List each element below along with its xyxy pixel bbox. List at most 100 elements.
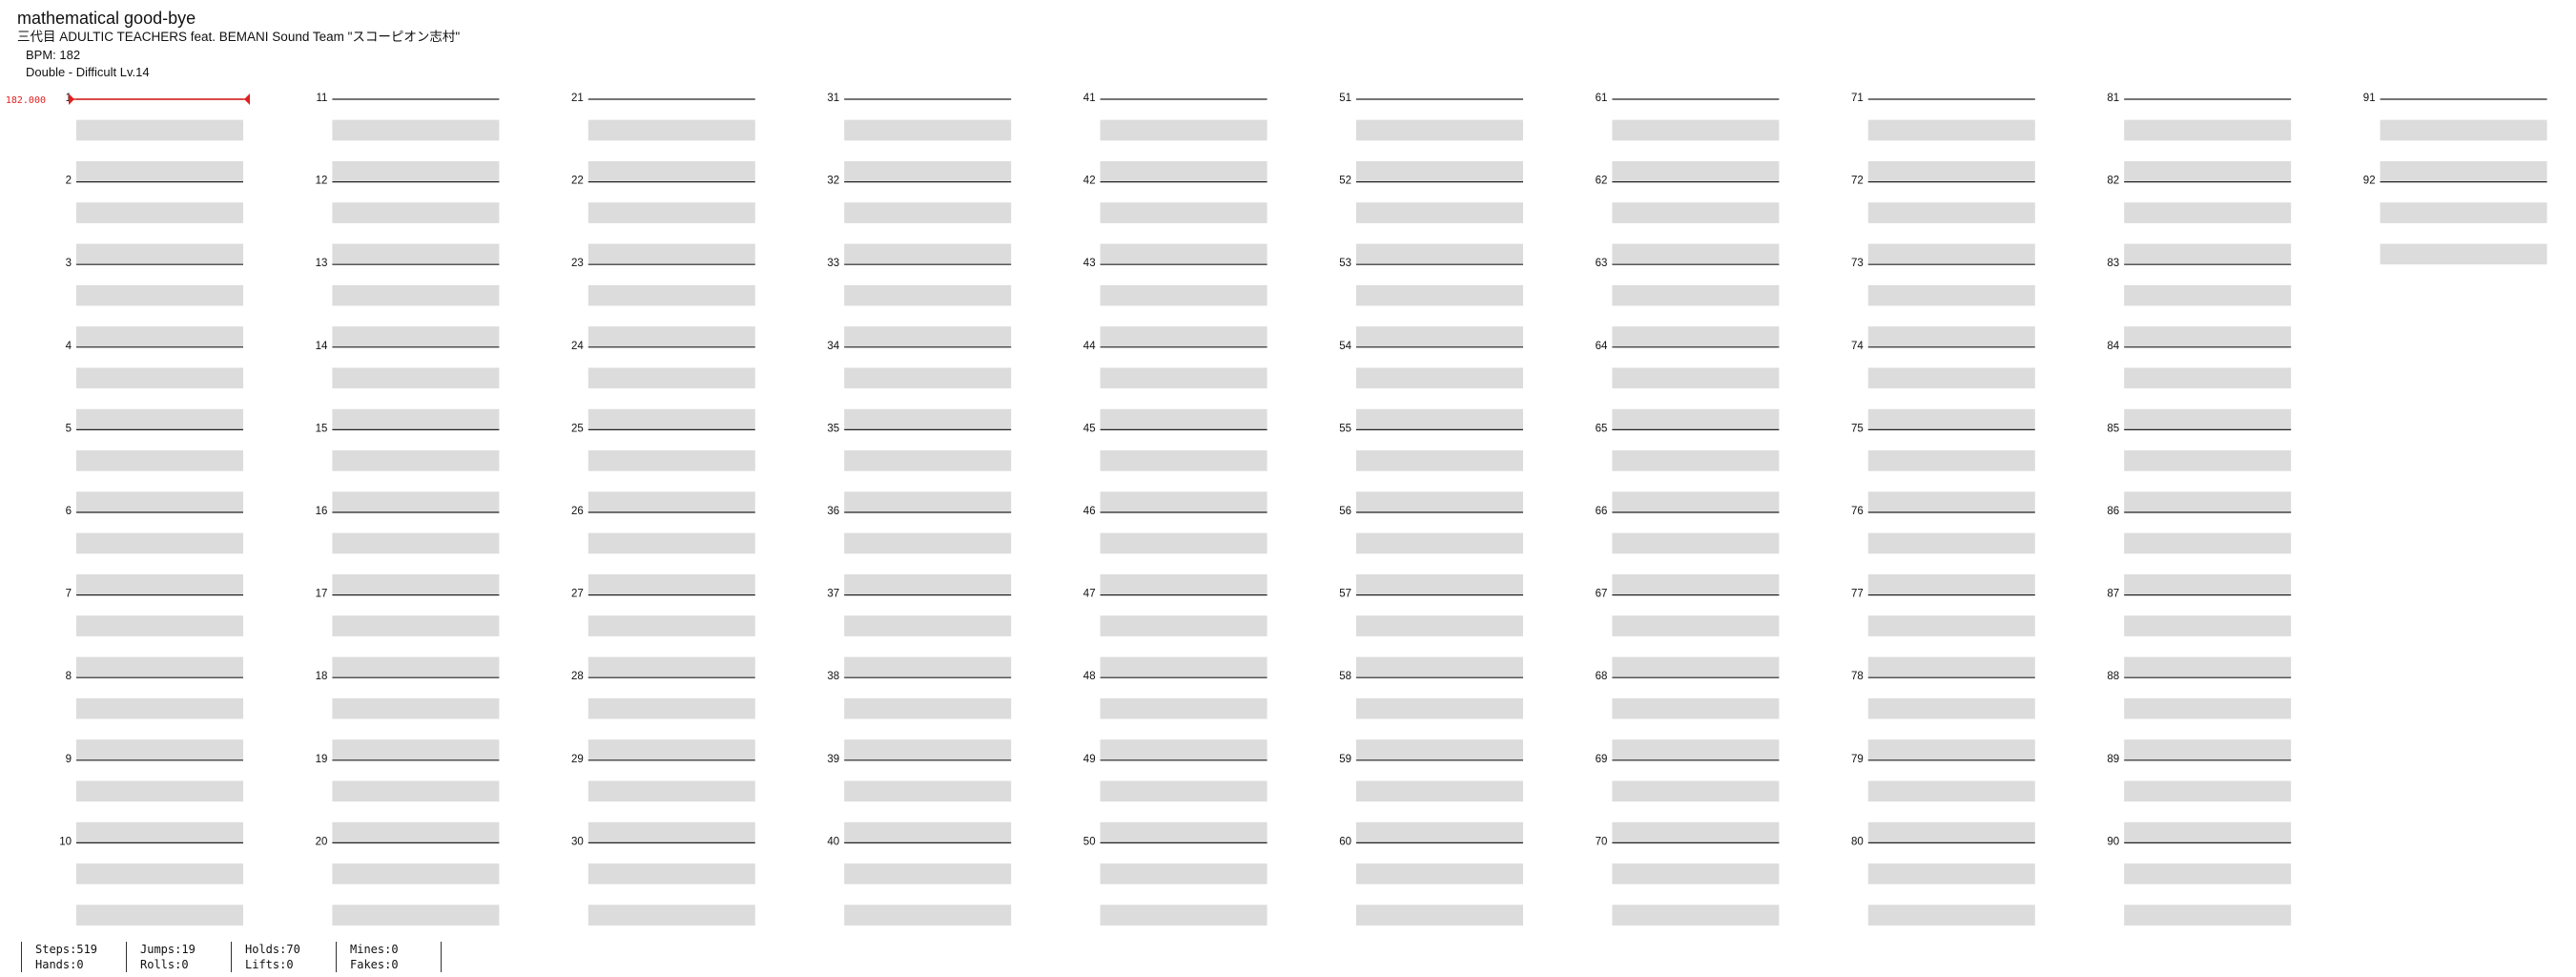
measure-stripe (332, 284, 500, 306)
measure-stripe (1867, 573, 2035, 595)
measure-number: 78 (1851, 671, 1864, 682)
measure-stripe (1100, 780, 1267, 802)
measure-number: 57 (1339, 589, 1351, 600)
measure-stripe (1100, 739, 1267, 760)
measure-stripe (587, 656, 755, 678)
measure-stripe (1100, 284, 1267, 306)
measure-number: 46 (1083, 506, 1096, 517)
measure-stripe (76, 739, 243, 760)
measure-stripe (844, 284, 1012, 306)
measure-number: 53 (1339, 258, 1351, 269)
measure-stripe (844, 615, 1012, 636)
measure-stripe (2124, 367, 2292, 389)
measure-number: 84 (2107, 341, 2119, 352)
measure-number: 31 (827, 93, 839, 104)
measure-stripe (587, 450, 755, 471)
measure-number: 44 (1083, 341, 1096, 352)
measure-stripe (332, 697, 500, 719)
measure-number: 13 (316, 258, 328, 269)
measure-number: 85 (2107, 423, 2119, 434)
measure-stripe (1100, 821, 1267, 843)
measure-number: 34 (827, 341, 839, 352)
measure-number: 3 (66, 258, 72, 269)
stat-group: Jumps:19 Rolls:0 (126, 942, 196, 972)
measure-stripe (1100, 450, 1267, 471)
measure-number: 51 (1339, 93, 1351, 104)
measure-stripe (1356, 573, 1523, 595)
measure-stripe (844, 573, 1012, 595)
bpm-change-marker: 182.000 (6, 94, 250, 106)
stat-value: Rolls:0 (140, 958, 189, 971)
measure-stripe (332, 202, 500, 223)
measure-number: 76 (1851, 506, 1864, 517)
measure-stripe (844, 119, 1012, 141)
measure-stripe (1100, 904, 1267, 925)
measure-stripe (2124, 697, 2292, 719)
measure-number: 35 (827, 423, 839, 434)
measure-stripe (844, 739, 1012, 760)
measure-stripe (1867, 491, 2035, 512)
measure-number: 80 (1851, 836, 1864, 847)
stat-group: Mines:0 Fakes:0 (336, 942, 399, 972)
stat-group: Steps:519 Hands:0 (21, 942, 97, 972)
measure-number: 61 (1596, 93, 1608, 104)
measure-stripe (1612, 615, 1780, 636)
measure-number: 90 (2107, 836, 2119, 847)
stat-value: Lifts:0 (245, 958, 294, 971)
measure-number: 71 (1851, 93, 1864, 104)
measure-stripe (844, 863, 1012, 884)
measure-stripe (844, 202, 1012, 223)
measure-stripe (332, 367, 500, 389)
measure-number: 22 (571, 176, 584, 187)
measure-number: 8 (66, 671, 72, 682)
measure-stripe (1612, 284, 1780, 306)
measure-stripe (1100, 532, 1267, 554)
measure-number: 89 (2107, 754, 2119, 765)
measure-number: 60 (1339, 836, 1351, 847)
measure-stripe (2124, 243, 2292, 265)
measure-number: 41 (1083, 93, 1096, 104)
measure-number: 33 (827, 258, 839, 269)
measure-number: 88 (2107, 671, 2119, 682)
measure-number: 67 (1596, 589, 1608, 600)
measure-number: 17 (316, 589, 328, 600)
measure-stripe (1100, 408, 1267, 430)
measure-stripe (844, 780, 1012, 802)
measure-stripe (1100, 697, 1267, 719)
measure-stripe (844, 450, 1012, 471)
measure-number: 37 (827, 589, 839, 600)
measure-stripe (844, 367, 1012, 389)
measure-stripe (1356, 780, 1523, 802)
measure-number: 79 (1851, 754, 1864, 765)
measure-stripe (1612, 532, 1780, 554)
measure-number: 15 (316, 423, 328, 434)
measure-stripe (587, 284, 755, 306)
stat-value: Steps:519 (35, 943, 98, 956)
measure-number: 4 (66, 341, 72, 352)
measure-stripe (1356, 408, 1523, 430)
measure-number: 43 (1083, 258, 1096, 269)
measure-stripe (1867, 697, 2035, 719)
measure-stripe (1612, 202, 1780, 223)
measure-stripe (1356, 904, 1523, 925)
measure-stripe (1867, 408, 2035, 430)
measure-stripe (1867, 615, 2035, 636)
measure-number: 91 (2363, 93, 2376, 104)
measure-stripe (76, 780, 243, 802)
measure-stripe (1867, 243, 2035, 265)
measure-stripe (1867, 367, 2035, 389)
measure-number: 70 (1596, 836, 1608, 847)
measure-number: 69 (1596, 754, 1608, 765)
measure-number: 56 (1339, 506, 1351, 517)
measure-stripe (1100, 367, 1267, 389)
measure-number: 45 (1083, 423, 1096, 434)
measure-number: 6 (66, 506, 72, 517)
measure-stripe (1612, 243, 1780, 265)
measure-number: 27 (571, 589, 584, 600)
measure-stripe (1612, 904, 1780, 925)
measure-number: 1 (66, 93, 72, 104)
measure-stripe (2124, 408, 2292, 430)
measure-stripe (1612, 780, 1780, 802)
measure-number: 39 (827, 754, 839, 765)
measure-stripe (2124, 119, 2292, 141)
